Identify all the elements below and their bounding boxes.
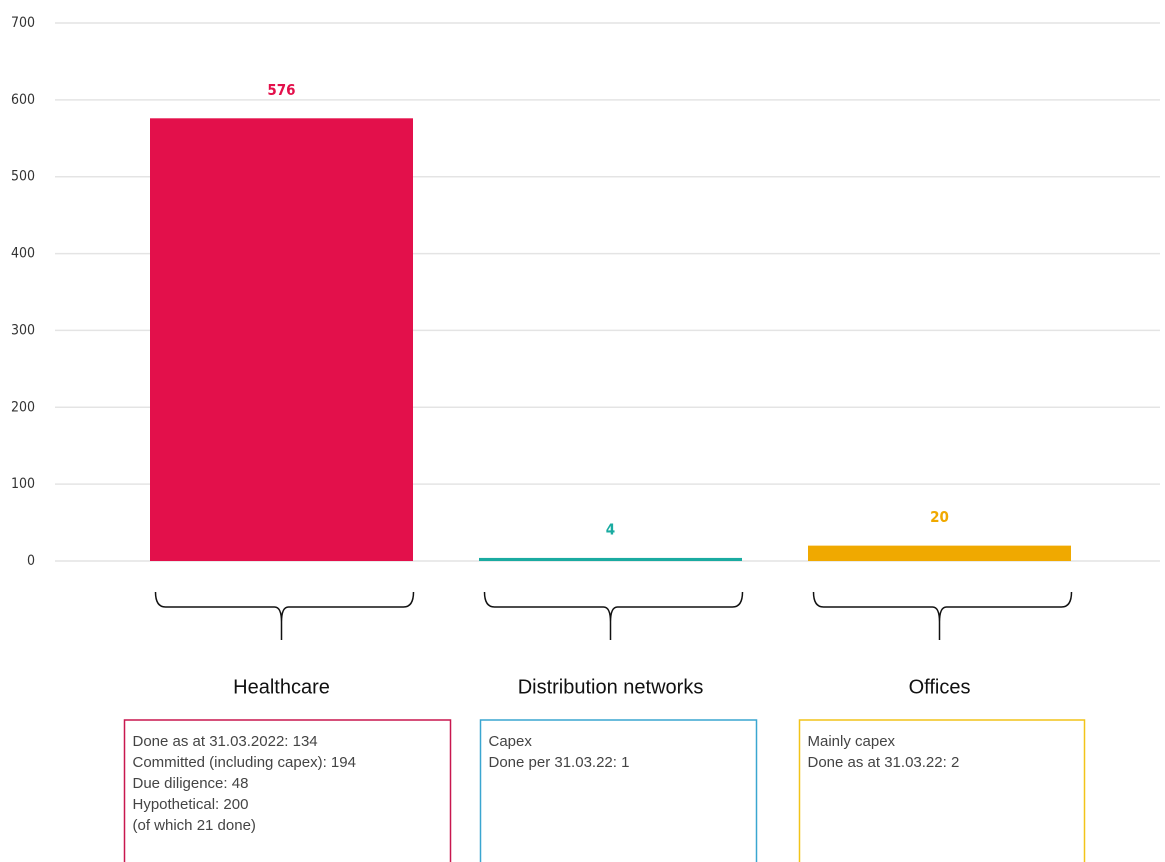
bar [808,545,1071,561]
x-tick-label: Offices [909,676,971,698]
y-tick-label: 100 [11,476,35,492]
note-line: Done as at 31.03.22: 2 [808,754,960,771]
value-label: 4 [606,520,615,538]
y-tick-label: 0 [27,553,35,569]
note-box [479,719,758,862]
bar [150,118,413,561]
note-line: Committed (including capex): 194 [133,754,356,771]
note-line: Mainly capex [808,733,896,750]
x-tick-label: Distribution networks [518,676,704,698]
y-tick-label: 700 [11,15,35,31]
value-label: 576 [267,81,295,99]
note-line: Due diligence: 48 [133,775,249,792]
value-label: 20 [930,508,949,526]
bar [479,557,742,561]
y-tick-label: 500 [11,169,35,185]
note-line: Capex [489,733,533,750]
brace [154,591,415,640]
note-box [123,719,452,862]
note-box [798,719,1086,862]
note-line: Done per 31.03.22: 1 [489,754,630,771]
y-tick-label: 600 [11,92,35,108]
brace [483,591,744,640]
y-tick-label: 200 [11,399,35,415]
brace [812,591,1073,640]
note-line: Done as at 31.03.2022: 134 [133,733,318,750]
note-line: Hypothetical: 200 [133,796,249,813]
y-tick-label: 300 [11,322,35,338]
y-tick-label: 400 [11,246,35,262]
x-tick-label: Healthcare [233,676,330,698]
note-line: (of which 21 done) [133,817,256,834]
